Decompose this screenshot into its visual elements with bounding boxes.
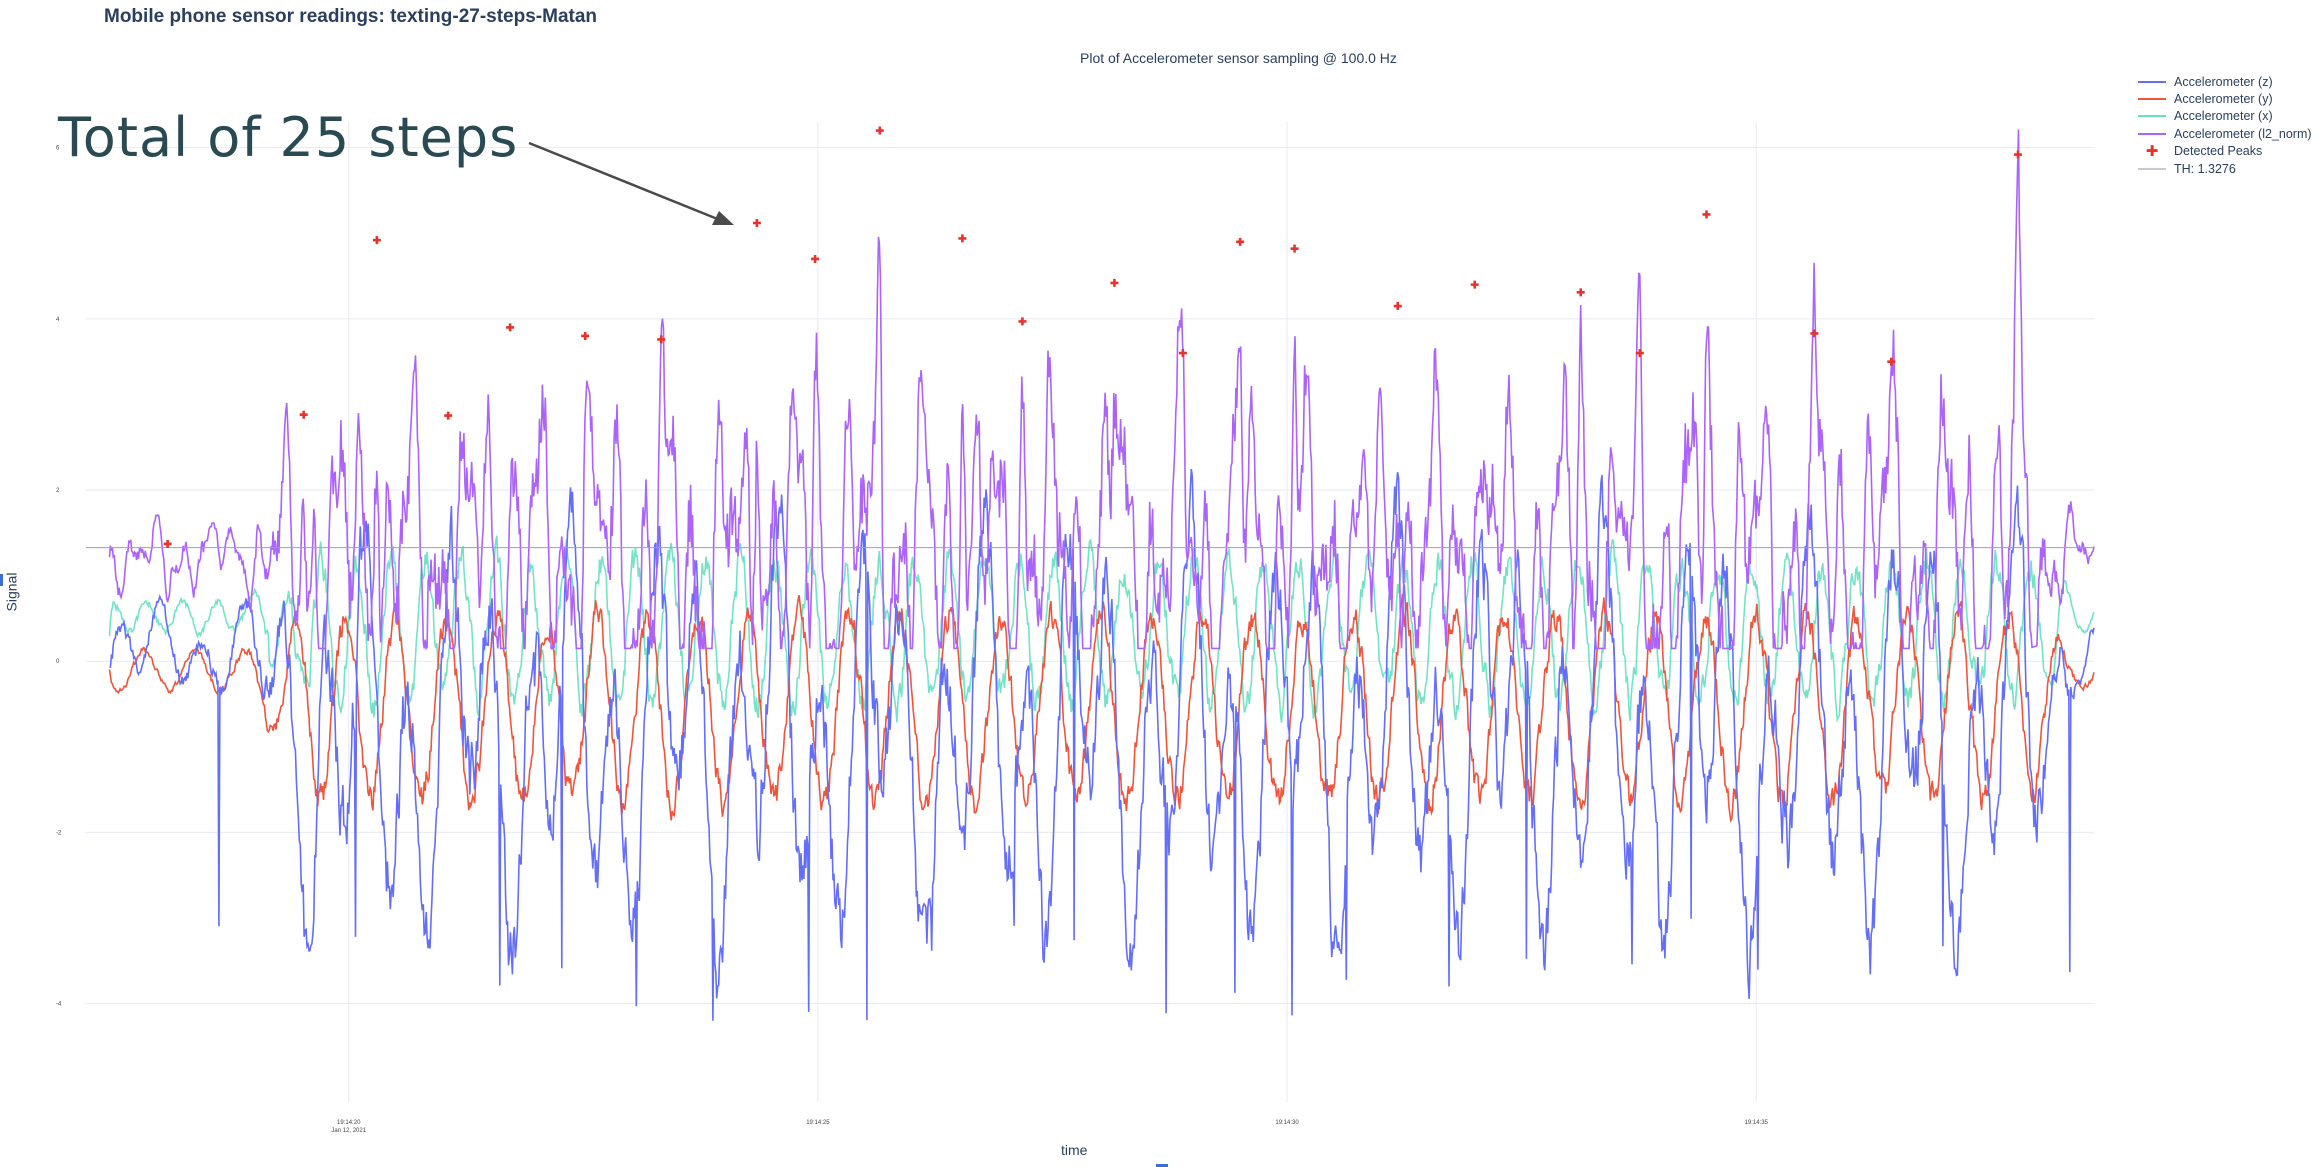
peak-marker[interactable] xyxy=(1290,244,1299,253)
peak-cross xyxy=(657,335,666,344)
peak-cross xyxy=(1110,278,1119,287)
legend-item-peaks[interactable]: ✚ Detected Peaks xyxy=(2138,143,2312,160)
peak-marker[interactable] xyxy=(372,236,381,245)
y-tick-label: 6 xyxy=(56,146,60,152)
peak-cross xyxy=(506,323,515,332)
peak-cross xyxy=(1018,317,1027,326)
x-drag-handle[interactable] xyxy=(1156,1164,1168,1167)
peak-marker[interactable] xyxy=(299,410,308,419)
legend-label-l2-norm: Accelerometer (l2_norm) xyxy=(2174,126,2312,141)
y-tick-label: 4 xyxy=(56,317,60,323)
peak-cross xyxy=(811,254,820,263)
legend-swatch-y xyxy=(2138,98,2166,101)
legend-label-peaks: Detected Peaks xyxy=(2174,144,2263,159)
legend-item-x[interactable]: Accelerometer (x) xyxy=(2138,108,2312,125)
series-line-z[interactable] xyxy=(109,468,2095,1021)
peak-cross xyxy=(1810,329,1819,338)
legend-label-z: Accelerometer (z) xyxy=(2174,74,2273,89)
peak-marker[interactable] xyxy=(163,539,172,548)
legend-swatch-threshold xyxy=(2138,167,2166,170)
peak-cross xyxy=(752,218,761,227)
peak-marker[interactable] xyxy=(1236,237,1245,246)
x-tick-date: Jan 12, 2021 xyxy=(331,1128,366,1134)
y-tick-label: -2 xyxy=(56,830,62,836)
legend-label-x: Accelerometer (x) xyxy=(2174,109,2273,124)
legend-item-z[interactable]: Accelerometer (z) xyxy=(2138,73,2312,90)
peak-marker[interactable] xyxy=(1178,349,1187,358)
peak-cross xyxy=(1635,349,1644,358)
legend-item-y[interactable]: Accelerometer (y) xyxy=(2138,90,2312,107)
legend-item-threshold[interactable]: TH: 1.3276 xyxy=(2138,160,2312,177)
peak-marker[interactable] xyxy=(444,411,453,420)
steps-annotation: Total of 25 steps xyxy=(58,106,519,169)
peak-cross xyxy=(1470,280,1479,289)
peak-cross xyxy=(875,126,884,135)
y-tick-label: 0 xyxy=(56,659,60,665)
peak-marker[interactable] xyxy=(1393,302,1402,311)
cross-marker-icon: ✚ xyxy=(2145,142,2159,160)
peak-cross xyxy=(1236,237,1245,246)
peak-cross xyxy=(1702,210,1711,219)
peak-cross xyxy=(1887,357,1896,366)
peak-marker[interactable] xyxy=(875,126,884,135)
y-tick-label: -4 xyxy=(56,1002,62,1008)
detected-peaks[interactable] xyxy=(163,126,2022,548)
legend-swatch-x xyxy=(2138,115,2166,118)
peak-marker[interactable] xyxy=(1702,210,1711,219)
x-tick-label: 19:14:35 xyxy=(1745,1120,1769,1126)
peak-marker[interactable] xyxy=(1110,278,1119,287)
peak-cross xyxy=(163,539,172,548)
peak-cross xyxy=(1393,302,1402,311)
x-tick-label: 19:14:25 xyxy=(806,1120,830,1126)
peak-cross xyxy=(1290,244,1299,253)
legend-label-threshold: TH: 1.3276 xyxy=(2174,161,2236,176)
peak-marker[interactable] xyxy=(752,218,761,227)
peak-cross xyxy=(581,331,590,340)
peak-cross xyxy=(958,234,967,243)
x-tick-label: 19:14:20 xyxy=(337,1120,361,1126)
annotation-arrow xyxy=(528,141,734,225)
peak-marker[interactable] xyxy=(1018,317,1027,326)
peak-marker[interactable] xyxy=(1887,357,1896,366)
peak-marker[interactable] xyxy=(1810,329,1819,338)
legend-swatch-z xyxy=(2138,80,2166,83)
grid-lines xyxy=(86,122,2094,1102)
y-tick-label: 2 xyxy=(56,488,60,494)
arrow-head xyxy=(712,211,734,225)
peak-marker[interactable] xyxy=(1635,349,1644,358)
peak-cross xyxy=(444,411,453,420)
y-axis-title: Signal xyxy=(3,572,20,612)
peak-marker[interactable] xyxy=(1576,288,1585,297)
legend-item-l2-norm[interactable]: Accelerometer (l2_norm) xyxy=(2138,125,2312,142)
peak-marker[interactable] xyxy=(958,234,967,243)
page-title: Mobile phone sensor readings: texting-27… xyxy=(104,6,598,27)
peak-cross xyxy=(299,410,308,419)
peak-cross xyxy=(372,236,381,245)
peak-cross xyxy=(2014,150,2022,159)
x-tick-label: 19:14:30 xyxy=(1275,1120,1299,1126)
series-line-l2-norm[interactable] xyxy=(108,129,2095,651)
series-lines[interactable] xyxy=(108,129,2095,1021)
peak-marker[interactable] xyxy=(1470,280,1479,289)
peak-cross xyxy=(1178,349,1187,358)
axis-ticks: -4 -2 0 2 4 6 19:14:20 Jan 12, 2021 19:14:25 19:1… xyxy=(56,146,1769,1134)
legend-swatch-l2-norm xyxy=(2138,132,2166,135)
y-drag-handle[interactable] xyxy=(0,574,3,586)
x-axis-title: time xyxy=(1061,1142,1088,1158)
legend-label-y: Accelerometer (y) xyxy=(2174,92,2273,107)
plot-title: Plot of Accelerometer sensor sampling @ … xyxy=(1080,50,1397,66)
legend[interactable]: Accelerometer (z) Accelerometer (y) Acce… xyxy=(2138,73,2312,177)
peak-marker[interactable] xyxy=(811,254,820,263)
peak-marker[interactable] xyxy=(506,323,515,332)
peak-marker[interactable] xyxy=(581,331,590,340)
peak-cross xyxy=(1576,288,1585,297)
peak-marker[interactable] xyxy=(2014,150,2022,159)
peak-marker[interactable] xyxy=(657,335,666,344)
arrow-shaft xyxy=(528,141,721,222)
